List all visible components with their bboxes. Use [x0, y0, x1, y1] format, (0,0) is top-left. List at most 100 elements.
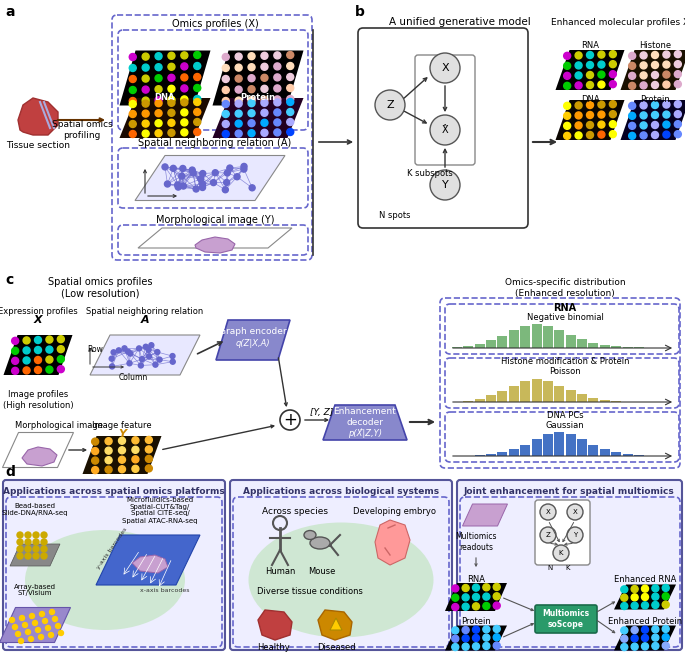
Circle shape: [287, 73, 294, 81]
Circle shape: [132, 465, 139, 472]
Circle shape: [640, 72, 647, 79]
Circle shape: [92, 457, 99, 464]
Circle shape: [168, 96, 175, 103]
Circle shape: [143, 344, 148, 349]
Circle shape: [58, 630, 64, 636]
Bar: [532, 324, 542, 348]
Circle shape: [493, 625, 500, 632]
Circle shape: [651, 131, 658, 138]
Circle shape: [663, 121, 670, 128]
Text: Applications across biological systems: Applications across biological systems: [243, 487, 439, 497]
Bar: [611, 401, 621, 402]
Circle shape: [493, 602, 500, 609]
Text: Developing embryo: Developing embryo: [353, 508, 436, 516]
Circle shape: [17, 553, 23, 559]
Circle shape: [575, 102, 582, 109]
Text: RNA: RNA: [581, 41, 599, 49]
Circle shape: [452, 604, 459, 611]
Polygon shape: [445, 583, 507, 611]
Circle shape: [621, 635, 627, 642]
Circle shape: [674, 100, 682, 108]
Text: Bead-based
Slide-DNA/RNA-seq: Bead-based Slide-DNA/RNA-seq: [2, 504, 69, 516]
Circle shape: [45, 626, 51, 630]
Circle shape: [483, 602, 490, 609]
Circle shape: [274, 109, 281, 116]
Circle shape: [473, 643, 480, 650]
Circle shape: [452, 627, 459, 634]
Circle shape: [462, 635, 469, 642]
Bar: [634, 347, 644, 348]
Circle shape: [652, 584, 659, 592]
Circle shape: [575, 82, 582, 89]
Circle shape: [483, 634, 490, 641]
Text: Y: Y: [442, 180, 449, 190]
Bar: [588, 398, 599, 402]
Circle shape: [58, 336, 64, 342]
Bar: [486, 340, 496, 348]
Circle shape: [287, 52, 294, 58]
Circle shape: [142, 75, 149, 82]
Circle shape: [462, 643, 469, 650]
Circle shape: [42, 619, 47, 623]
Circle shape: [12, 367, 18, 375]
Polygon shape: [462, 504, 508, 526]
Circle shape: [598, 131, 605, 138]
Circle shape: [575, 72, 582, 79]
Circle shape: [652, 626, 659, 633]
Circle shape: [564, 72, 571, 79]
FancyBboxPatch shape: [535, 500, 590, 565]
Circle shape: [155, 52, 162, 60]
Circle shape: [46, 356, 53, 363]
Circle shape: [287, 96, 294, 102]
Circle shape: [132, 437, 139, 444]
Circle shape: [261, 129, 268, 136]
Circle shape: [129, 98, 136, 104]
Circle shape: [199, 181, 205, 187]
Circle shape: [194, 119, 201, 125]
Circle shape: [18, 638, 23, 644]
Circle shape: [175, 184, 182, 190]
Circle shape: [564, 133, 571, 139]
Circle shape: [105, 438, 112, 445]
Circle shape: [631, 602, 638, 609]
Circle shape: [598, 101, 605, 108]
Circle shape: [651, 81, 658, 89]
Text: Enhancement
decoder: Enhancement decoder: [334, 407, 397, 426]
Text: X: X: [34, 315, 42, 325]
Circle shape: [586, 121, 593, 129]
Polygon shape: [3, 335, 73, 375]
Circle shape: [564, 52, 571, 59]
Text: Row: Row: [87, 346, 103, 354]
Circle shape: [92, 438, 99, 445]
Circle shape: [129, 131, 136, 138]
Circle shape: [17, 539, 23, 545]
Circle shape: [662, 642, 669, 649]
Circle shape: [129, 64, 136, 72]
Circle shape: [586, 72, 593, 79]
Circle shape: [194, 98, 201, 106]
Polygon shape: [10, 544, 60, 566]
Bar: [543, 434, 553, 456]
Circle shape: [241, 163, 247, 169]
Circle shape: [19, 615, 25, 621]
Circle shape: [662, 584, 669, 592]
Circle shape: [651, 121, 658, 129]
Bar: [497, 391, 508, 402]
Circle shape: [493, 642, 500, 649]
Circle shape: [640, 102, 647, 109]
Circle shape: [46, 336, 53, 343]
Circle shape: [261, 74, 268, 81]
Circle shape: [224, 180, 229, 186]
Circle shape: [38, 634, 44, 640]
Circle shape: [483, 626, 490, 633]
Circle shape: [586, 131, 593, 138]
Circle shape: [175, 182, 181, 188]
Circle shape: [493, 593, 500, 600]
Circle shape: [49, 609, 55, 615]
Circle shape: [629, 72, 636, 79]
Circle shape: [662, 601, 669, 608]
Circle shape: [651, 62, 658, 68]
Circle shape: [122, 346, 127, 351]
Text: Diverse tissue conditions: Diverse tissue conditions: [257, 588, 363, 596]
Bar: [577, 339, 587, 348]
